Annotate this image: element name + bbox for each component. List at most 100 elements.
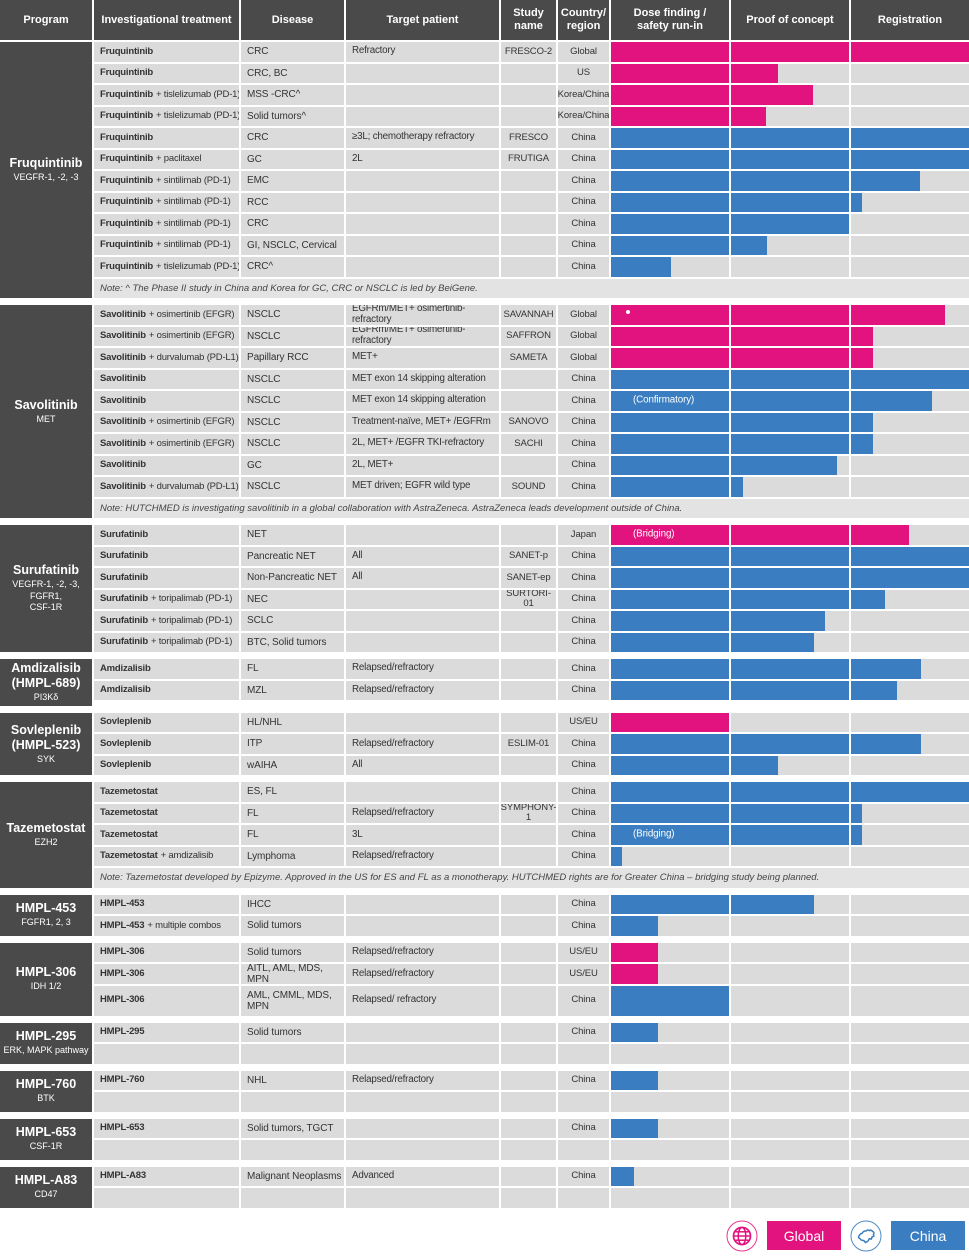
column-divider <box>849 1070 851 1091</box>
treatment-cell: Savolitinib + durvalumab (PD-L1) <box>94 348 239 368</box>
treatment-cell: Surufatinib <box>94 568 239 588</box>
column-divider <box>729 1044 731 1064</box>
study-cell <box>501 632 556 652</box>
program-rows: Surufatinib NET Japan (Bridging) Surufatinib… <box>94 525 969 652</box>
study-cell <box>501 825 556 845</box>
disease-cell: NSCLC <box>241 412 344 432</box>
pipeline-row: Surufatinib Non-Pancreatic NET All SANET-ep… <box>94 568 969 588</box>
treatment-drug: HMPL-653 <box>100 1122 145 1134</box>
treatment-cell: Fruquintinib + tislelizumab (PD-1) <box>94 106 239 126</box>
phase-bar <box>611 149 969 169</box>
pipeline-row: Fruquintinib CRC Refractory FRESCO-2 Global <box>94 42 969 62</box>
phase-bar <box>611 1118 658 1139</box>
pipeline-row: Tazemetostat FL 3L China (Bridging) <box>94 825 969 845</box>
study-cell <box>501 63 556 83</box>
pipeline-row <box>94 1140 969 1160</box>
treatment-cell: Surufatinib + toripalimab (PD-1) <box>94 589 239 609</box>
pipeline-row: Surufatinib + toripalimab (PD-1) NEC SURTOR… <box>94 589 969 609</box>
column-divider <box>849 803 851 824</box>
phase-bar <box>611 916 658 936</box>
phase-track <box>611 171 969 191</box>
column-divider <box>729 305 731 325</box>
pipeline-row: HMPL-306 Solid tumors Relapsed/refractory U… <box>94 942 969 963</box>
pipeline-row: Fruquintinib + tislelizumab (PD-1) CRC^ Chi… <box>94 257 969 277</box>
pipeline-row: Surufatinib NET Japan (Bridging) <box>94 525 969 545</box>
program-name: HMPL-760 <box>15 1077 77 1092</box>
study-cell <box>501 1118 556 1139</box>
study-cell <box>501 659 556 679</box>
treatment-cell: HMPL-760 <box>94 1070 239 1091</box>
target-cell: Relapsed/refractory <box>346 803 499 824</box>
treatment-drug: Savolitinib <box>100 416 146 428</box>
treatment-drug: Amdizalisib <box>100 662 151 674</box>
column-divider <box>849 942 851 963</box>
column-divider <box>849 477 851 497</box>
region-cell: US/EU <box>558 712 609 733</box>
target-cell: All <box>346 755 499 776</box>
column-divider <box>729 477 731 497</box>
target-cell: MET exon 14 skipping alteration <box>346 369 499 389</box>
pipeline-row: Tazemetostat ES, FL China <box>94 782 969 802</box>
target-cell <box>346 257 499 277</box>
target-cell <box>346 712 499 733</box>
disease-cell: CRC, BC <box>241 63 344 83</box>
target-cell <box>346 632 499 652</box>
phase-track <box>611 712 969 733</box>
region-cell: China <box>558 1166 609 1187</box>
disease-cell: NET <box>241 525 344 545</box>
column-divider <box>849 846 851 867</box>
phase-track <box>611 477 969 497</box>
region-cell: Global <box>558 305 609 325</box>
treatment-cell: HMPL-453 <box>94 894 239 915</box>
phase-track <box>611 846 969 867</box>
column-divider <box>849 305 851 325</box>
treatment-cell: Fruquintinib <box>94 42 239 62</box>
column-divider <box>729 369 731 389</box>
treatment-cell: Fruquintinib + tislelizumab (PD-1) <box>94 85 239 105</box>
header-investigational-treatment: Investigational treatment <box>94 0 239 40</box>
treatment-drug: Amdizalisib <box>100 684 151 696</box>
pipeline-row: HMPL-295 Solid tumors China <box>94 1022 969 1043</box>
column-divider <box>849 455 851 475</box>
phase-bar <box>611 192 862 212</box>
globe-icon <box>726 1220 758 1252</box>
target-cell: 2L <box>346 149 499 169</box>
target-cell <box>346 782 499 802</box>
target-cell: Relapsed/refractory <box>346 964 499 984</box>
treatment-drug: Surufatinib <box>100 550 148 562</box>
column-divider <box>849 1188 851 1208</box>
program-target-label: VEGFR-1, -2, -3 <box>13 172 79 183</box>
treatment-combo: + durvalumab (PD-L1) <box>148 480 239 492</box>
program-rows: HMPL-760 NHL Relapsed/refractory China <box>94 1070 969 1112</box>
phase-track <box>611 257 969 277</box>
target-cell: MET driven; EGFR wild type <box>346 477 499 497</box>
region-cell: US/EU <box>558 964 609 984</box>
disease-cell: ITP <box>241 734 344 754</box>
region-cell: China <box>558 825 609 845</box>
region-cell: Korea/China <box>558 106 609 126</box>
table-body: Fruquintinib VEGFR-1, -2, -3 Fruquintinib C… <box>0 42 969 1208</box>
treatment-combo: + toripalimab (PD-1) <box>150 593 233 605</box>
treatment-cell: Savolitinib + durvalumab (PD-L1) <box>94 477 239 497</box>
region-cell: China <box>558 916 609 936</box>
phase-track <box>611 546 969 566</box>
target-cell: All <box>346 546 499 566</box>
study-cell <box>501 1092 556 1112</box>
treatment-cell: Fruquintinib + sintilimab (PD-1) <box>94 171 239 191</box>
phase-track <box>611 348 969 368</box>
treatment-drug: HMPL-306 <box>100 967 145 979</box>
phase-track <box>611 1044 969 1064</box>
column-divider <box>729 391 731 411</box>
phase-track <box>611 755 969 776</box>
phase-track <box>611 149 969 169</box>
pipeline-row: Sovleplenib HL/NHL US/EU <box>94 712 969 733</box>
treatment-drug: Savolitinib <box>100 480 146 492</box>
disease-cell: Papillary RCC <box>241 348 344 368</box>
phase-track <box>611 589 969 609</box>
treatment-cell: Fruquintinib + paclitaxel <box>94 149 239 169</box>
program-name: Amdizalisib (HMPL-689) <box>11 661 81 690</box>
phase-bar <box>611 412 874 432</box>
disease-cell: Malignant Neoplasms <box>241 1166 344 1187</box>
program-target-label: IDH 1/2 <box>30 981 62 992</box>
region-cell: China <box>558 412 609 432</box>
